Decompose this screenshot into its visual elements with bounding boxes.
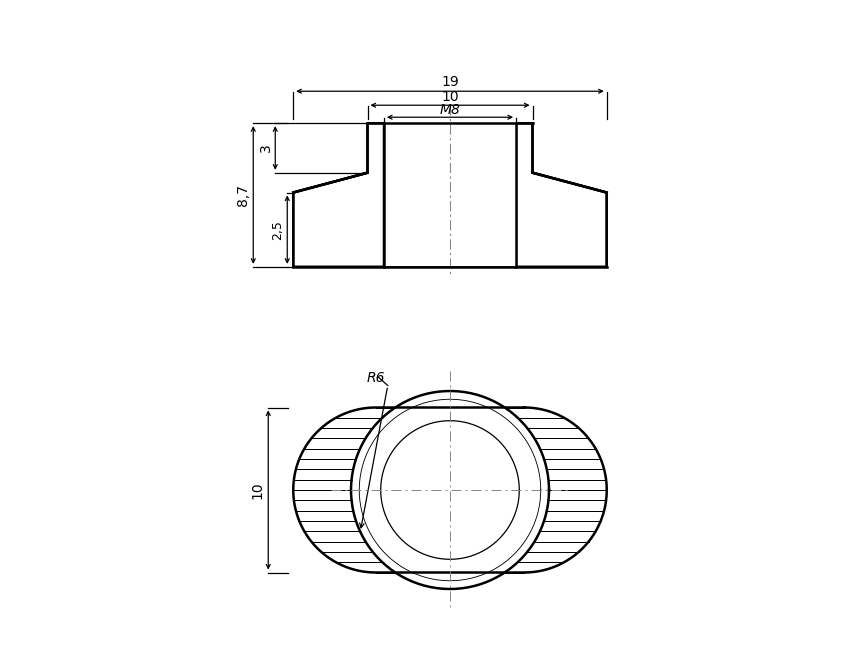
Text: 10: 10 xyxy=(441,90,459,104)
Polygon shape xyxy=(516,124,607,266)
Text: 2,5: 2,5 xyxy=(271,220,284,240)
Polygon shape xyxy=(293,124,384,266)
Text: 3: 3 xyxy=(259,144,273,152)
Text: 19: 19 xyxy=(441,75,459,89)
Text: R6: R6 xyxy=(367,370,385,385)
Text: М8: М8 xyxy=(440,103,460,117)
Circle shape xyxy=(381,421,519,559)
Text: 10: 10 xyxy=(251,481,264,499)
Text: 8,7: 8,7 xyxy=(236,184,251,206)
Polygon shape xyxy=(384,124,516,266)
